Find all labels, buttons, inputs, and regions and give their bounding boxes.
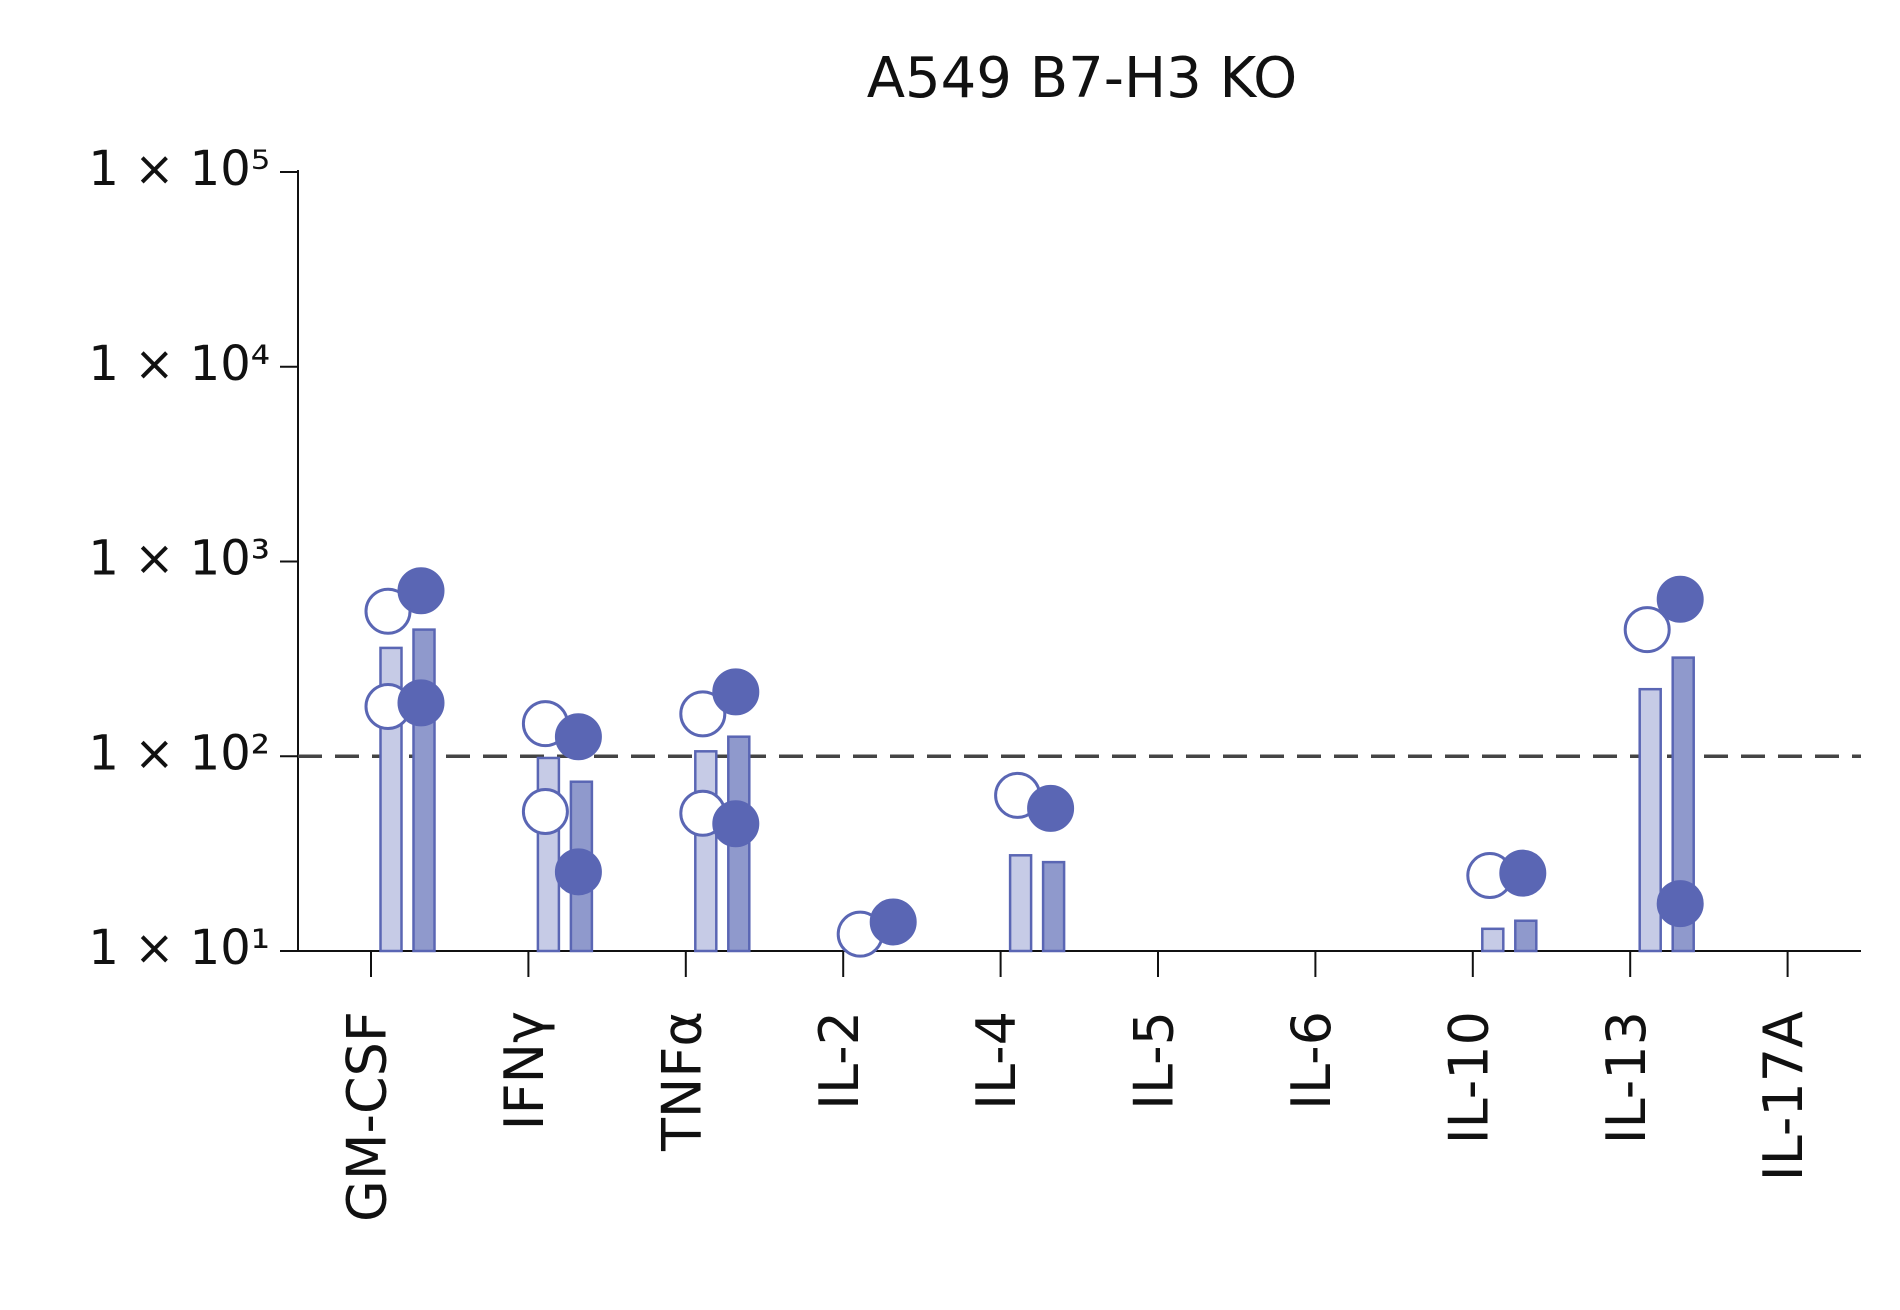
- data-point: [679, 690, 727, 738]
- x-tick-label: IL-2: [808, 1011, 871, 1110]
- bar: [1638, 687, 1662, 953]
- data-point: [554, 713, 602, 761]
- bar: [1514, 919, 1538, 953]
- data-point: [712, 668, 760, 716]
- x-tick-label: IL-6: [1280, 1011, 1343, 1110]
- data-point: [1623, 606, 1671, 654]
- data-point: [521, 788, 569, 836]
- x-tick-label: TNFα: [650, 1011, 713, 1152]
- data-point: [1499, 849, 1547, 897]
- data-point: [1027, 784, 1075, 832]
- data-point: [1656, 575, 1704, 623]
- x-tick-label: IL-4: [965, 1011, 1028, 1110]
- bar: [1041, 860, 1066, 953]
- x-tick-label: IL-10: [1437, 1011, 1500, 1144]
- chart-title: A549 B7-H3 KO: [867, 46, 1298, 111]
- x-tick-label: IL-17A: [1752, 1011, 1815, 1181]
- data-point: [869, 898, 917, 946]
- bar: [1008, 854, 1033, 953]
- y-tick-label: 1 × 10¹: [88, 920, 270, 976]
- bar: [1671, 656, 1695, 953]
- data-point: [397, 679, 445, 727]
- bar: [412, 628, 436, 953]
- data-point: [397, 567, 445, 615]
- data-point: [1656, 880, 1704, 928]
- y-tick-label: 1 × 10⁵: [88, 141, 270, 197]
- bar: [1481, 927, 1505, 953]
- data-point: [712, 800, 760, 848]
- bar: [694, 750, 718, 953]
- data-point: [554, 848, 602, 896]
- x-tick-label: GM-CSF: [336, 1011, 399, 1222]
- y-tick-label: 1 × 10³: [88, 531, 270, 587]
- x-tick-label: IL-5: [1123, 1011, 1186, 1110]
- y-tick-label: 1 × 10²: [88, 725, 270, 781]
- bar: [536, 756, 561, 953]
- x-tick-label: IL-13: [1595, 1011, 1658, 1144]
- y-tick-label: 1 × 10⁴: [88, 336, 270, 392]
- x-tick-label: IFNγ: [493, 1011, 556, 1130]
